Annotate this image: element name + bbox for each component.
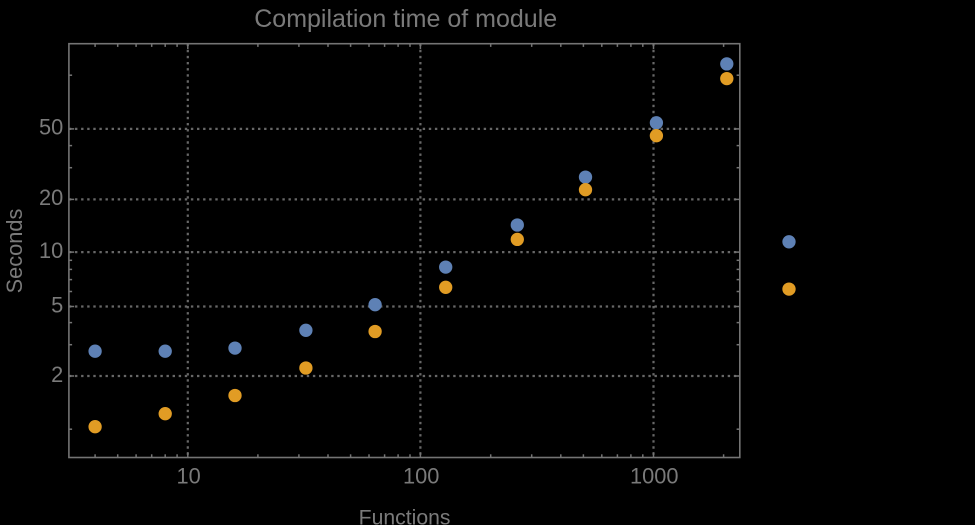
svg-text:10: 10 [176, 464, 200, 489]
svg-text:1000: 1000 [630, 464, 679, 489]
svg-text:Seconds: Seconds [2, 208, 27, 293]
svg-text:5: 5 [51, 292, 63, 317]
svg-text:20: 20 [39, 185, 63, 210]
svg-text:Compilation time of module: Compilation time of module [254, 5, 557, 33]
svg-text:Functions: Functions [359, 507, 451, 525]
svg-text:10: 10 [39, 238, 63, 263]
svg-text:100: 100 [403, 464, 439, 489]
svg-text:50: 50 [39, 115, 63, 140]
svg-text:2: 2 [51, 362, 63, 387]
